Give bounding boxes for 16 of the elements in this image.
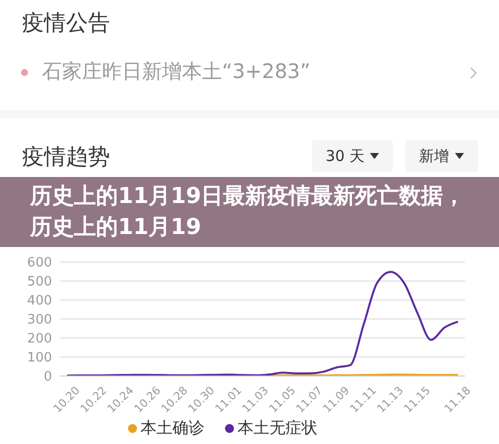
y-tick-label: 100 xyxy=(27,350,52,366)
y-tick-label: 0 xyxy=(44,370,52,385)
y-tick-label: 600 xyxy=(27,256,52,271)
text: 疫情趋势 xyxy=(22,144,110,172)
text: 30 天 xyxy=(326,146,364,166)
y-tick-label: 400 xyxy=(27,294,52,309)
y-tick-label: 300 xyxy=(27,312,52,328)
text: 石家庄昨日新增本土“3+283” xyxy=(42,58,310,85)
y-tick-label: 200 xyxy=(27,332,52,347)
text: 新增 xyxy=(419,146,449,166)
line-series xyxy=(66,270,459,376)
y-tick-label: 500 xyxy=(27,274,52,290)
chart-title: 历史上的11月19日最新疫情最新死亡数据，历史上的11月19 xyxy=(30,182,466,242)
text: 疫情公告 xyxy=(22,10,110,38)
legend-label: 本土确诊 xyxy=(140,418,204,437)
legend-label: 本土无症状 xyxy=(238,418,318,437)
